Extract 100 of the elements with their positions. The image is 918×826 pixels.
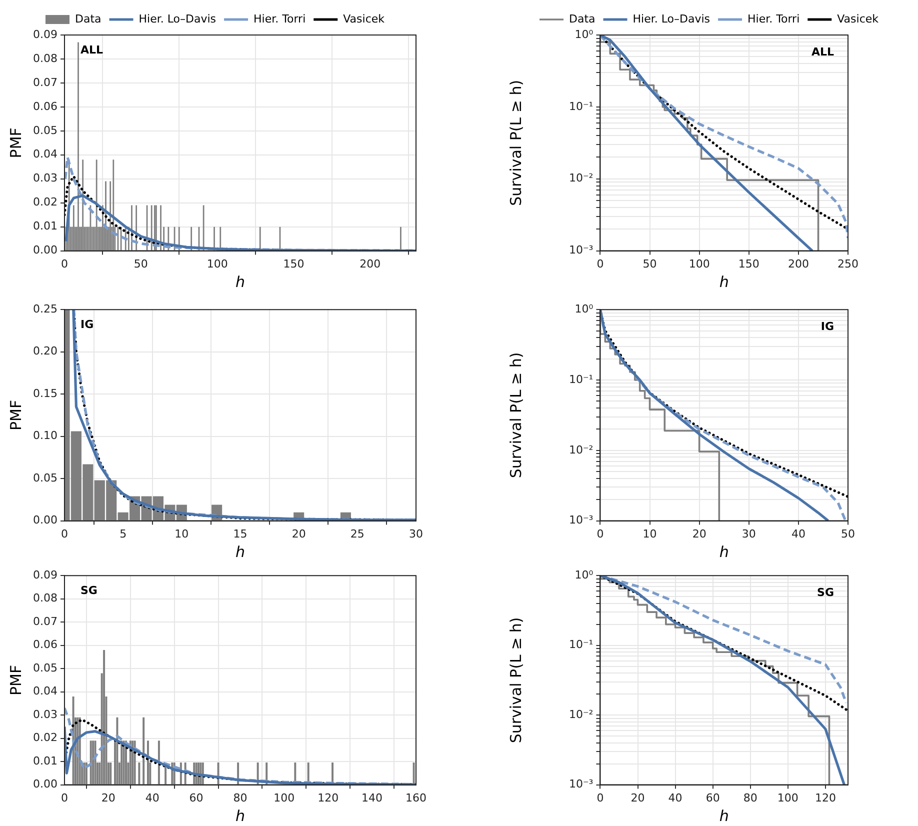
y-axis-title: Survival P(L ≥ h) (506, 80, 525, 206)
annotation: SG (817, 586, 834, 599)
legend-label: Vasicek (837, 12, 880, 26)
y-tick-label: 10⁰ (574, 568, 594, 582)
y-tick-label: 10⁻³ (568, 778, 594, 791)
x-axis-title: h (719, 806, 729, 825)
y-tick-label: 0.09 (32, 568, 58, 582)
legend-label: Vasicek (343, 12, 386, 26)
x-tick-label: 50 (841, 527, 855, 540)
x-tick-label: 10 (642, 527, 657, 540)
x-tick-label: 60 (189, 791, 204, 804)
y-tick-label: 0.05 (32, 471, 58, 484)
y-tick-label: 0.04 (32, 148, 58, 161)
x-tick-label: 40 (668, 791, 682, 804)
x-tick-label: 100 (274, 791, 295, 804)
y-tick-label: 0.07 (32, 614, 58, 628)
y-tick-label: 10⁻² (568, 172, 594, 185)
x-axis-title: h (719, 272, 729, 291)
y-tick-label: 0.07 (32, 76, 58, 89)
y-tick-label: 0.06 (32, 638, 58, 652)
annotation: ALL (80, 43, 104, 56)
x-tick-label: 150 (738, 257, 760, 270)
x-axis-title: h (235, 272, 246, 291)
x-tick-label: 20 (630, 791, 645, 804)
y-tick-label: 0.05 (32, 124, 58, 137)
y-tick-label: 10⁻³ (568, 514, 594, 527)
x-tick-label: 120 (814, 791, 836, 804)
annotation: IG (820, 320, 834, 333)
y-tick-label: 0.09 (32, 28, 58, 41)
y-tick-label: 10⁻¹ (568, 100, 594, 113)
x-tick-label: 50 (134, 257, 148, 270)
y-tick-label: 0.04 (32, 684, 58, 698)
y-tick-label: 0.01 (32, 220, 58, 233)
x-tick-label: 150 (283, 257, 304, 270)
x-tick-label: 30 (409, 527, 423, 540)
y-tick-label: 0.01 (32, 754, 58, 768)
x-tick-label: 10 (174, 527, 189, 540)
x-tick-label: 80 (743, 791, 758, 804)
x-tick-label: 0 (60, 257, 68, 270)
x-tick-label: 80 (233, 791, 248, 804)
y-axis-title: PMF (6, 128, 25, 158)
x-tick-label: 200 (360, 257, 381, 270)
y-tick-label: 0.10 (32, 429, 58, 442)
y-tick-label: 0.00 (32, 514, 58, 527)
x-tick-label: 0 (60, 791, 68, 804)
y-tick-label: 0.08 (32, 592, 58, 605)
y-axis-title: Survival P(L ≥ h) (506, 352, 525, 478)
y-tick-label: 10⁰ (574, 302, 594, 316)
x-tick-label: 100 (688, 257, 710, 270)
x-tick-label: 20 (101, 791, 116, 804)
x-tick-label: 5 (120, 527, 127, 540)
y-tick-label: 0.03 (32, 708, 58, 721)
x-tick-label: 200 (788, 257, 809, 270)
x-tick-label: 15 (233, 527, 248, 540)
x-axis-title: h (235, 542, 246, 561)
y-tick-label: 0.00 (32, 778, 58, 791)
x-tick-label: 30 (742, 527, 756, 540)
annotation: ALL (811, 45, 834, 58)
y-tick-label: 0.02 (32, 196, 58, 209)
y-tick-label: 10⁻¹ (568, 372, 594, 386)
y-tick-label: 0.15 (32, 386, 58, 400)
y-tick-label: 0.00 (32, 244, 58, 257)
legend-label: Data (568, 12, 596, 26)
y-tick-label: 10⁻² (568, 708, 594, 721)
x-tick-label: 20 (692, 527, 706, 540)
x-tick-label: 140 (362, 791, 383, 804)
y-tick-label: 0.06 (32, 100, 58, 113)
legend-label: Hier. Torri (748, 12, 800, 26)
x-tick-label: 40 (791, 527, 806, 540)
x-tick-label: 0 (60, 527, 68, 540)
x-tick-label: 25 (350, 527, 364, 540)
x-tick-label: 0 (596, 257, 604, 270)
legend-label: Hier. Lo–Davis (632, 12, 710, 26)
x-tick-label: 0 (596, 791, 604, 804)
y-tick-label: 0.08 (32, 52, 58, 65)
legend-label: Hier. Lo–Davis (138, 12, 216, 26)
y-tick-label: 0.02 (32, 731, 58, 744)
y-tick-label: 0.20 (32, 344, 58, 358)
legend-label: Hier. Torri (254, 12, 306, 26)
y-tick-label: 0.03 (32, 172, 58, 185)
y-tick-label: 10⁻² (568, 443, 594, 456)
x-axis-title: h (235, 806, 246, 825)
annotation: SG (80, 584, 98, 597)
x-tick-label: 20 (292, 527, 306, 540)
y-tick-label: 10⁰ (574, 28, 594, 41)
annotation: IG (80, 318, 94, 331)
x-tick-label: 100 (206, 257, 228, 270)
legend-label: Data (74, 12, 102, 26)
y-axis-title: Survival P(L ≥ h) (506, 617, 525, 744)
x-tick-label: 160 (406, 791, 426, 804)
x-tick-label: 50 (642, 257, 657, 270)
y-axis-title: PMF (6, 664, 25, 696)
y-tick-label: 10⁻¹ (568, 638, 594, 652)
y-tick-label: 10⁻³ (568, 244, 594, 257)
x-tick-label: 60 (706, 791, 720, 804)
x-tick-label: 250 (838, 257, 858, 270)
x-tick-label: 120 (318, 791, 339, 804)
x-tick-label: 0 (596, 527, 604, 540)
y-tick-label: 0.05 (32, 661, 58, 674)
x-tick-label: 100 (777, 791, 798, 804)
